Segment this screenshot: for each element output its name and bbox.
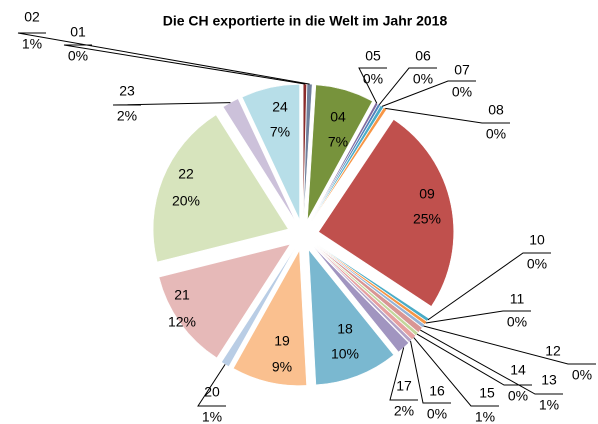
slice-value-label: 1% <box>202 409 222 424</box>
pie-slice <box>318 119 454 307</box>
slice-category: 18 <box>337 321 353 337</box>
slice-value-label: 7% <box>328 134 348 150</box>
slice-category: 11 <box>510 291 525 307</box>
slice-category: 23 <box>119 83 135 99</box>
slice-value-label: 12% <box>168 314 196 330</box>
leader-line <box>389 347 418 401</box>
leader-line <box>197 364 226 407</box>
pie-slice <box>315 244 423 333</box>
slice-category: 10 <box>529 232 545 248</box>
slice-value-label: 20% <box>172 193 200 209</box>
slice-category: 16 <box>429 383 445 399</box>
leader-line <box>381 80 476 107</box>
slice-value-label: 0% <box>486 126 506 142</box>
pie-slice <box>241 84 300 220</box>
leader-line <box>378 67 437 105</box>
slice-value-label: 0% <box>508 388 528 404</box>
leader-line <box>385 107 510 124</box>
pie-slice <box>314 246 413 343</box>
pie-slice <box>158 243 291 359</box>
chart-title: Die CH exportierte in die Welt im Jahr 2… <box>163 13 448 29</box>
slice-category: 08 <box>488 102 504 118</box>
slice-value-label: 0% <box>452 84 472 100</box>
pie-slice <box>315 244 425 328</box>
leader-line <box>63 44 305 85</box>
slice-category: 02 <box>24 9 40 25</box>
slice-value-label: 0% <box>527 256 547 272</box>
leader-line <box>420 329 563 395</box>
leader-line <box>416 333 532 386</box>
leader-line <box>17 32 310 85</box>
pie-slice <box>307 84 373 220</box>
slice-value-label: 0% <box>363 71 383 87</box>
slice-category: 20 <box>204 384 220 400</box>
slice-value-label: 2% <box>117 108 137 124</box>
slice-value-label: 0% <box>68 48 88 64</box>
slice-category: 05 <box>365 48 381 64</box>
slice-category: 21 <box>174 287 190 303</box>
slice-value-label: 0% <box>427 406 447 422</box>
slice-value-label: 1% <box>539 397 559 413</box>
leader-line <box>425 310 531 324</box>
slice-category: 14 <box>510 362 526 378</box>
leader-line <box>413 337 499 407</box>
slice-value-label: 1% <box>475 409 495 424</box>
slice-category: 01 <box>70 24 86 40</box>
leader-line <box>358 67 387 104</box>
slice-category: 06 <box>415 48 431 64</box>
pie-slice <box>222 98 296 222</box>
slice-category: 13 <box>541 372 557 388</box>
slice-category: 19 <box>274 333 290 349</box>
pie-slice <box>152 114 289 263</box>
slice-category: 07 <box>454 62 470 78</box>
leader-line <box>410 340 451 404</box>
slice-category: 24 <box>272 99 288 115</box>
slice-value-label: 10% <box>331 346 359 362</box>
slice-value-label: 25% <box>413 211 441 227</box>
pie-slice <box>311 107 388 222</box>
slice-value-label: 0% <box>413 71 433 87</box>
slice-value-label: 2% <box>394 403 414 419</box>
slice-value-label: 1% <box>22 36 42 52</box>
slice-value-label: 0% <box>507 314 527 330</box>
slice-value-label: 9% <box>272 359 292 375</box>
slice-category: 09 <box>419 186 435 202</box>
leader-line <box>427 252 551 321</box>
slice-category: 04 <box>330 109 346 125</box>
pie-slice <box>233 249 307 386</box>
pie-slice <box>315 244 428 325</box>
pie-slice <box>311 105 384 222</box>
slice-category: 17 <box>396 378 412 394</box>
leader-line <box>112 102 231 106</box>
slice-value-label: 0% <box>572 367 592 383</box>
leader-line <box>423 325 596 365</box>
slice-category: 12 <box>545 343 561 359</box>
pie-slice <box>221 248 295 367</box>
slice-category: 15 <box>479 385 495 401</box>
slice-value-label: 7% <box>270 124 290 140</box>
pie-slice <box>308 249 394 386</box>
slice-category: 22 <box>178 166 194 182</box>
